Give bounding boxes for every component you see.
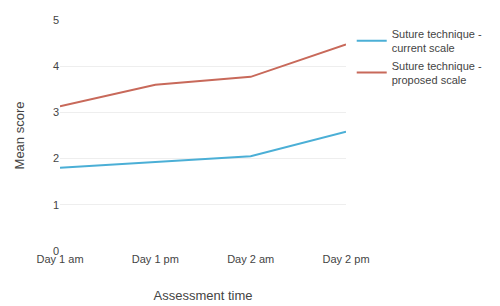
svg-text:Mean score: Mean score <box>12 102 27 170</box>
svg-text:5: 5 <box>53 14 59 26</box>
svg-text:3: 3 <box>53 106 59 118</box>
svg-text:Day 2 am: Day 2 am <box>227 253 274 265</box>
svg-text:0: 0 <box>53 245 59 257</box>
svg-text:4: 4 <box>53 60 59 72</box>
svg-text:1: 1 <box>53 199 59 211</box>
svg-text:Day 2 pm: Day 2 pm <box>322 253 369 265</box>
svg-text:Assessment time: Assessment time <box>154 288 253 303</box>
svg-text:Day 1 am: Day 1 am <box>36 253 83 265</box>
svg-text:Suture technique -current scal: Suture technique -current scale <box>392 28 482 54</box>
svg-text:2: 2 <box>53 152 59 164</box>
svg-text:Day 1 pm: Day 1 pm <box>132 253 179 265</box>
svg-text:Suture technique -proposed sca: Suture technique -proposed scale <box>392 60 482 86</box>
